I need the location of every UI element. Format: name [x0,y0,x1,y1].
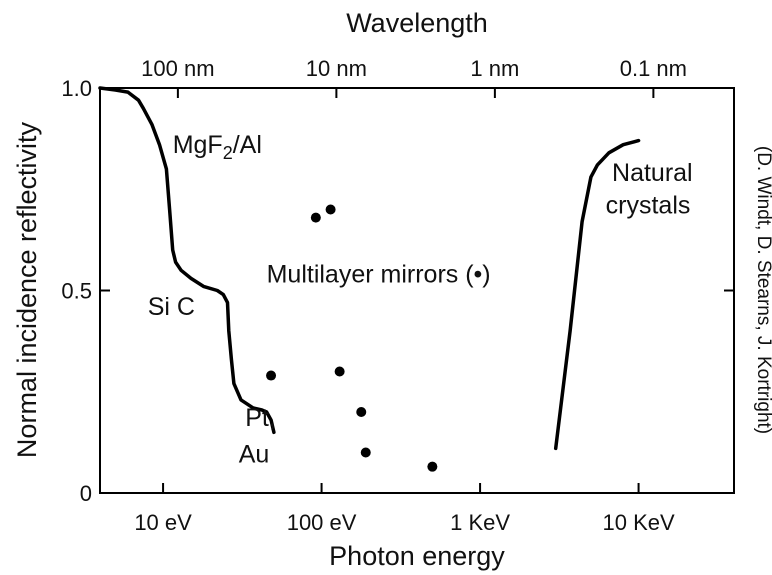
multilayer-points [266,204,438,472]
y-tick-label: 1.0 [61,76,92,101]
annotation-pt: Pt, [245,404,276,432]
multilayer-point [427,461,438,472]
annotation-multilayer: Multilayer mirrors (•) [267,260,491,288]
annotations: MgF2/Al Si C Pt, Au Multilayer mirrors (•) Na… [148,131,693,469]
top-tick-label: 100 nm [141,56,214,81]
mirror-coating-curve [98,86,276,435]
multilayer-point [325,204,336,215]
annotation-crystals: crystals [606,192,691,220]
natural-crystals-curve [553,138,641,451]
x-axis-ticks: 10 eV 100 eV 1 KeV 10 KeV [134,483,675,535]
annotation-au: Au [239,441,270,469]
multilayer-point [360,447,371,458]
y-axis-title: Normal incidence reflectivity [12,121,42,458]
annotation-natural: Natural [612,159,693,187]
top-tick-label: 10 nm [306,56,367,81]
multilayer-point [334,366,345,377]
x-tick-label: 10 KeV [602,510,674,535]
top-tick-label: 0.1 nm [620,56,687,81]
x-tick-label: 10 eV [134,510,192,535]
y-tick-label: 0.5 [61,279,92,304]
x-axis-title: Photon energy [329,541,505,571]
y-axis-ticks: 0 0.5 1.0 [61,76,734,506]
x-tick-label: 100 eV [287,510,357,535]
top-axis-ticks: 100 nm 10 nm 1 nm 0.1 nm [141,56,687,98]
annotation-mgf2: MgF2/Al [173,131,262,163]
multilayer-point [356,407,367,417]
x-tick-label: 1 KeV [450,510,510,535]
annotation-sic: Si C [148,293,195,321]
top-tick-label: 1 nm [470,56,519,81]
series-lines [98,86,641,451]
credit-text: (D. Windt, D. Stearns, J. Kortright) [753,146,772,434]
top-axis-title: Wavelength [346,8,488,38]
multilayer-point [266,370,277,381]
multilayer-point [310,212,321,223]
y-tick-label: 0 [80,481,92,506]
